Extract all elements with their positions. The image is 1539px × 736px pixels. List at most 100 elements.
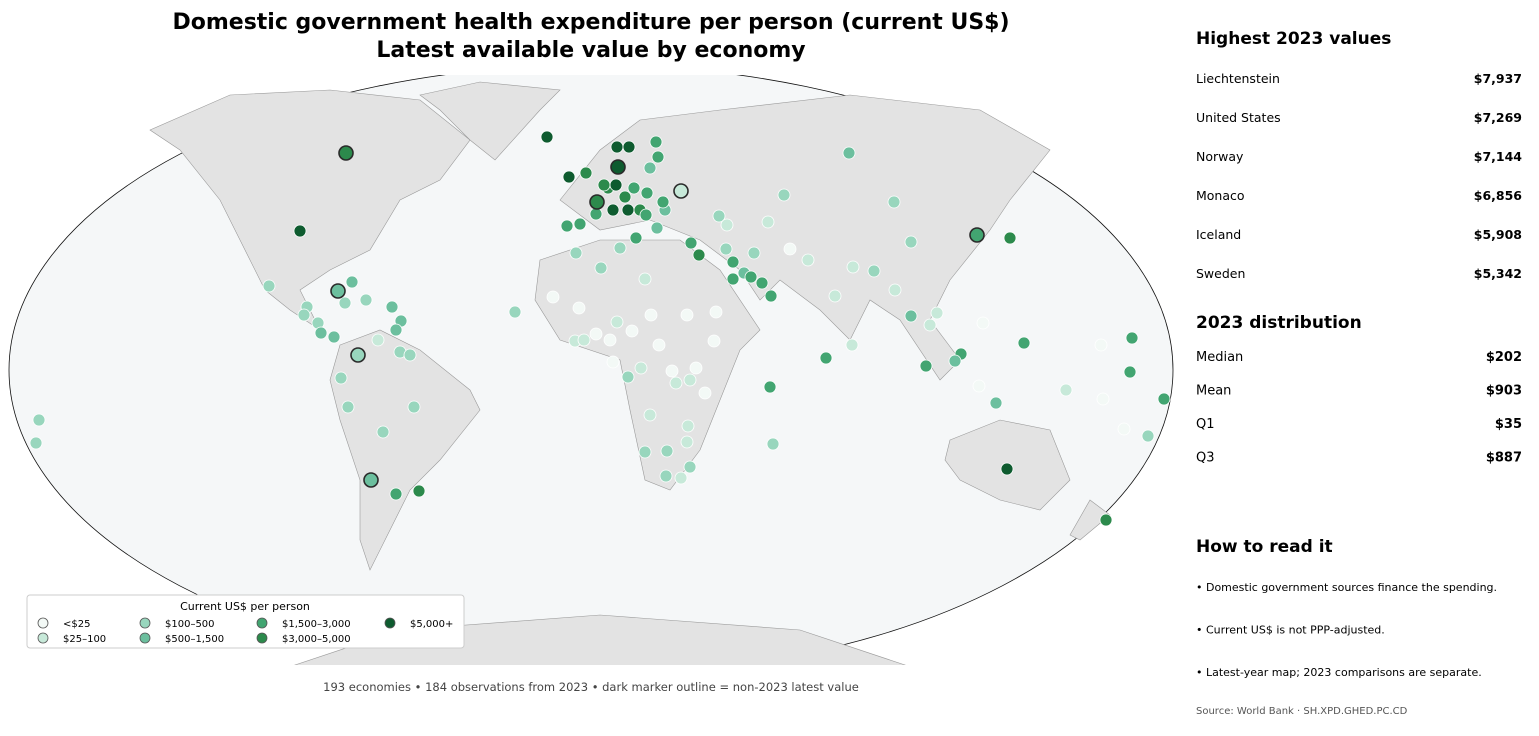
economy-marker bbox=[1099, 513, 1113, 527]
markers bbox=[29, 130, 1171, 527]
economy-marker bbox=[845, 338, 859, 352]
legend-swatch bbox=[256, 617, 268, 629]
economy-marker bbox=[719, 242, 733, 256]
economy-marker bbox=[359, 293, 373, 307]
economy-marker bbox=[314, 326, 328, 340]
economy-marker bbox=[819, 351, 833, 365]
economy-marker bbox=[1123, 365, 1137, 379]
economy-marker bbox=[763, 380, 777, 394]
economy-marker bbox=[562, 170, 576, 184]
row-label: Monaco bbox=[1196, 188, 1245, 203]
economy-marker bbox=[350, 347, 366, 363]
economy-marker bbox=[573, 217, 587, 231]
economy-marker bbox=[761, 215, 775, 229]
row-value: $903 bbox=[1486, 384, 1522, 399]
economy-marker bbox=[689, 361, 703, 375]
row-value: $7,937 bbox=[1474, 71, 1522, 86]
economy-marker bbox=[589, 207, 603, 221]
economy-marker bbox=[674, 471, 688, 485]
economy-marker bbox=[389, 323, 403, 337]
economy-marker bbox=[634, 361, 648, 375]
legend-box bbox=[26, 594, 465, 649]
economy-marker bbox=[867, 264, 881, 278]
economy-marker bbox=[293, 224, 307, 238]
economy-marker bbox=[904, 309, 918, 323]
economy-marker bbox=[930, 306, 944, 320]
economy-marker bbox=[665, 364, 679, 378]
economy-marker bbox=[777, 188, 791, 202]
economy-marker bbox=[613, 241, 627, 255]
row-value: $5,908 bbox=[1474, 227, 1522, 242]
economy-marker bbox=[698, 386, 712, 400]
economy-marker bbox=[597, 178, 611, 192]
economy-marker bbox=[334, 371, 348, 385]
economy-marker bbox=[828, 289, 842, 303]
economy-marker bbox=[412, 484, 426, 498]
economy-marker bbox=[972, 379, 986, 393]
legend-swatch bbox=[139, 617, 151, 629]
row-label: Median bbox=[1196, 350, 1243, 365]
row-label: United States bbox=[1196, 110, 1281, 125]
economy-marker bbox=[846, 260, 860, 274]
economy-marker bbox=[673, 183, 689, 199]
economy-marker bbox=[1117, 422, 1131, 436]
legend-title: Current US$ per person bbox=[180, 600, 310, 613]
economy-marker bbox=[589, 194, 605, 210]
economy-marker bbox=[1059, 383, 1073, 397]
land bbox=[534, 239, 761, 491]
economy-marker bbox=[989, 396, 1003, 410]
row-label: Q3 bbox=[1196, 451, 1215, 466]
economy-marker bbox=[594, 261, 608, 275]
economy-marker bbox=[610, 159, 626, 175]
subtitle: Latest available value by economy bbox=[376, 38, 805, 63]
legend-label: $5,000+ bbox=[410, 619, 453, 630]
economy-marker bbox=[659, 469, 673, 483]
economy-marker bbox=[660, 444, 674, 458]
economy-marker bbox=[621, 370, 635, 384]
economy-marker bbox=[651, 150, 665, 164]
row-value: $7,144 bbox=[1474, 149, 1523, 164]
legend-label: $25–100 bbox=[63, 634, 106, 645]
economy-marker bbox=[683, 460, 697, 474]
row-value: $7,269 bbox=[1474, 110, 1522, 125]
legend-swatch bbox=[139, 632, 151, 644]
economy-marker bbox=[569, 246, 583, 260]
economy-marker bbox=[29, 436, 43, 450]
economy-marker bbox=[638, 272, 652, 286]
economy-marker bbox=[948, 354, 962, 368]
economy-marker bbox=[923, 318, 937, 332]
economy-marker bbox=[1096, 392, 1110, 406]
legend-swatch bbox=[256, 632, 268, 644]
economy-marker bbox=[32, 413, 46, 427]
economy-marker bbox=[610, 315, 624, 329]
legend-label: <$25 bbox=[63, 619, 90, 630]
row-value: $202 bbox=[1486, 350, 1522, 365]
economy-marker bbox=[389, 487, 403, 501]
economy-marker bbox=[1017, 336, 1031, 350]
economy-marker bbox=[904, 235, 918, 249]
legend-label: $1,500–3,000 bbox=[282, 619, 351, 630]
footnote: 193 economies • 184 observations from 20… bbox=[323, 680, 859, 694]
economy-marker bbox=[338, 145, 354, 161]
row-label: Mean bbox=[1196, 384, 1231, 399]
legend-swatch bbox=[384, 617, 396, 629]
economy-marker bbox=[652, 338, 666, 352]
legend-swatch bbox=[37, 617, 49, 629]
economy-marker bbox=[625, 324, 639, 338]
source: Source: World Bank · SH.XPD.GHED.PC.CD bbox=[1196, 706, 1408, 717]
legend: Current US$ per person <$25 $25–100 $100–5… bbox=[26, 594, 465, 649]
economy-marker bbox=[656, 195, 670, 209]
economy-marker bbox=[643, 161, 657, 175]
map bbox=[8, 75, 1174, 665]
economy-marker bbox=[629, 231, 643, 245]
economy-marker bbox=[327, 330, 341, 344]
economy-marker bbox=[560, 219, 574, 233]
economy-marker bbox=[680, 435, 694, 449]
economy-marker bbox=[546, 290, 560, 304]
economy-marker bbox=[1094, 338, 1108, 352]
title: Domestic government health expenditure p… bbox=[172, 10, 1009, 35]
economy-marker bbox=[684, 236, 698, 250]
economy-marker bbox=[363, 472, 379, 488]
